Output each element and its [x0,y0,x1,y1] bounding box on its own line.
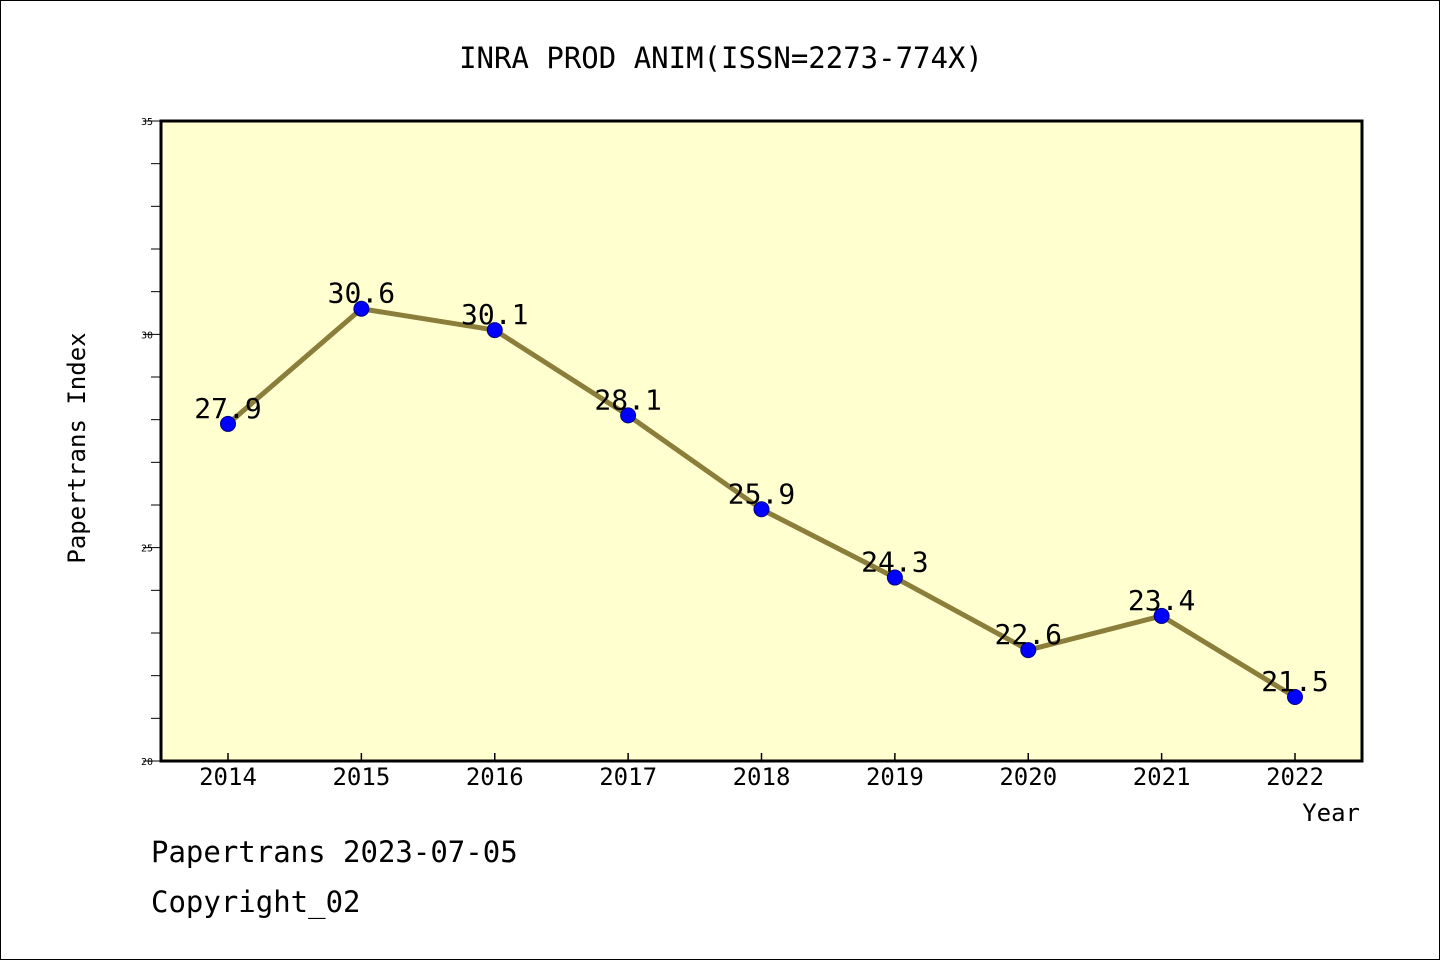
data-point-marker [1153,607,1170,624]
data-point-label: 24.3 [861,546,928,579]
x-tick-label: 2014 [199,763,257,791]
data-labels: 27.9 30.6 30.1 28.1 25.9 24.3 22.6 23.4 21.5 [194,277,1328,698]
y-minor-ticks [151,163,161,719]
x-tick-label: 2017 [599,763,657,791]
y-axis-ticks: 20 25 30 35 [141,117,161,768]
data-point-label: 27.9 [194,392,261,425]
data-point-marker [753,501,770,518]
x-tick-label: 2019 [866,763,924,791]
footer-copyright-text: Copyright_02 [151,885,361,919]
data-point-label: 30.1 [461,298,528,331]
data-point-marker [1287,689,1303,705]
data-point-marker [486,322,503,339]
x-tick-label: 2021 [1133,763,1191,791]
data-point-marker [353,300,370,317]
data-markers [220,300,1303,705]
data-point-marker [620,407,637,424]
plot-area [159,119,1364,763]
x-tick-label: 2020 [999,763,1057,791]
footer-date-text: Papertrans 2023-07-05 [151,835,518,869]
x-axis-label: Year [1302,799,1360,827]
x-tick-label: 2022 [1266,763,1324,791]
x-tick-label: 2015 [332,763,390,791]
chart-title: INRA PROD ANIM(ISSN=2273-774X) [459,41,983,75]
data-point-marker [220,415,236,432]
x-axis-ticks: 2014 2015 2016 2017 2018 2019 2020 2021 2022 [199,753,1324,791]
x-tick-label: 2018 [733,763,791,791]
y-tick-label: 30 [141,330,153,341]
data-point-label: 21.5 [1261,665,1328,698]
data-point-label: 30.6 [328,277,395,310]
data-point-marker [886,569,903,586]
data-point-marker [1020,642,1037,659]
data-point-label: 23.4 [1128,584,1195,617]
y-axis-label: Papertrans Index [63,332,91,563]
y-tick-label: 20 [141,757,153,768]
y-tick-label: 35 [141,117,153,128]
data-point-label: 25.9 [728,477,795,510]
data-point-label: 22.6 [995,618,1062,651]
x-tick-label: 2016 [466,763,524,791]
data-point-label: 28.1 [594,383,661,416]
y-tick-label: 25 [141,544,153,555]
